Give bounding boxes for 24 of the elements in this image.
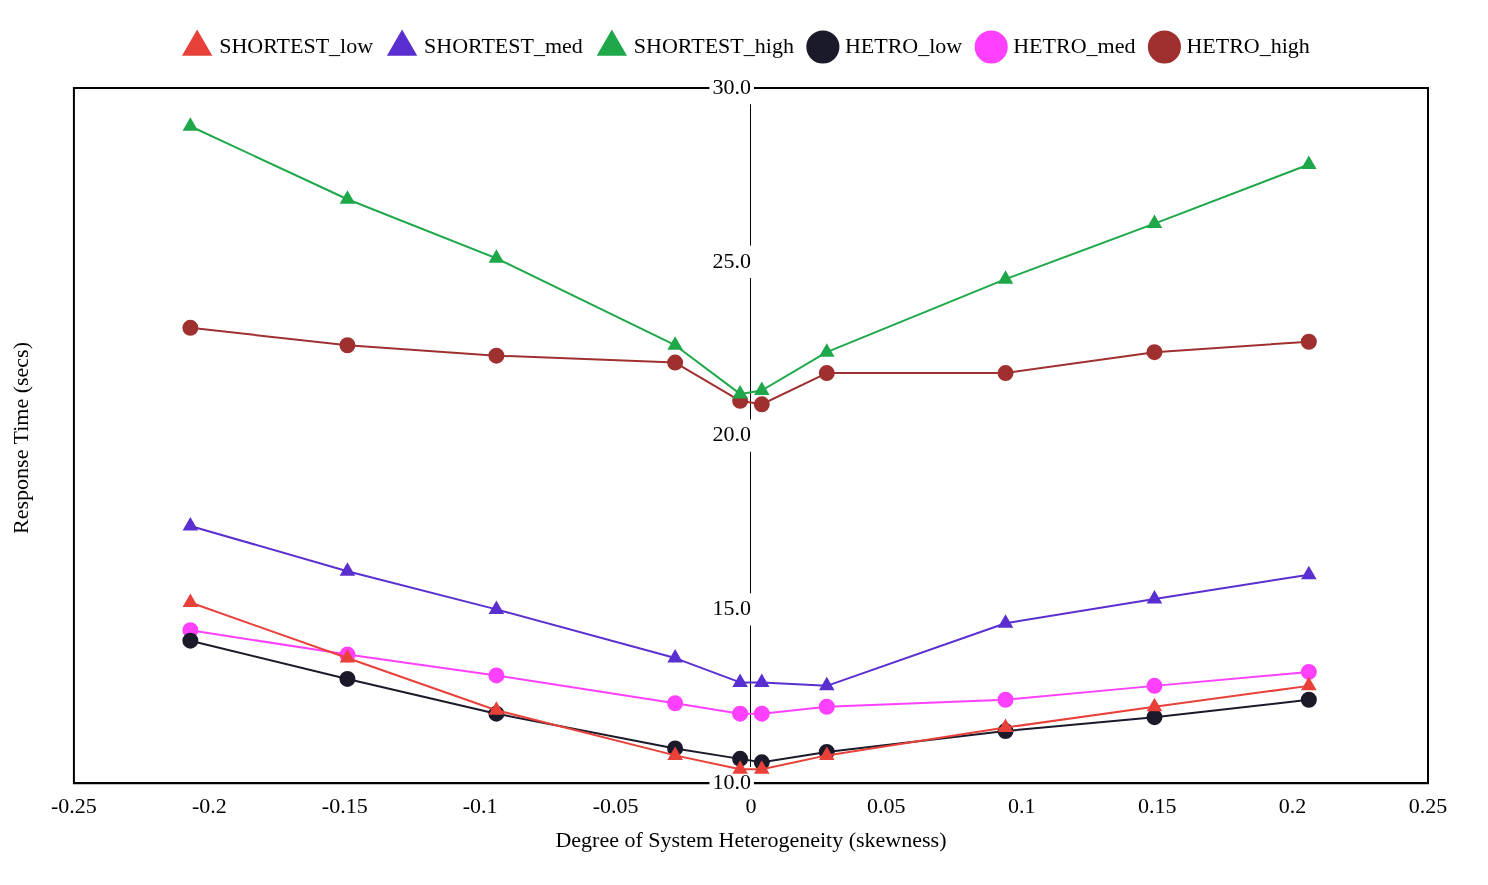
legend-label: HETRO_med <box>1013 32 1136 58</box>
x-tick-label: 0.05 <box>867 793 906 819</box>
legend-label: SHORTEST_high <box>633 32 794 58</box>
x-tick-label: -0.1 <box>462 793 498 819</box>
legend-label: HETRO_high <box>1186 32 1310 58</box>
y-tick-label: 15.0 <box>712 595 751 621</box>
x-tick-label: -0.15 <box>321 793 368 819</box>
x-axis-title: Degree of System Heterogeneity (skewness) <box>555 826 947 852</box>
x-tick-label: 0.25 <box>1408 793 1448 819</box>
x-tick-label: 0.15 <box>1137 793 1177 819</box>
y-axis-title: Response Time (secs) <box>8 342 34 534</box>
x-tick-label: 0.1 <box>1008 793 1036 819</box>
legend-label: SHORTEST_med <box>424 32 583 58</box>
y-tick-label: 20.0 <box>712 421 751 447</box>
x-tick-label: 0.2 <box>1278 793 1307 819</box>
x-tick-label: 0 <box>745 793 757 819</box>
y-tick-label: 25.0 <box>712 247 751 273</box>
legend-label: HETRO_low <box>844 32 963 58</box>
x-tick-label: -0.25 <box>51 793 97 819</box>
x-tick-label: -0.2 <box>191 793 227 819</box>
y-tick-label: 30.0 <box>712 73 751 99</box>
y-tick-label: 10.0 <box>712 768 751 794</box>
legend-label: SHORTEST_low <box>219 32 374 58</box>
x-tick-label: -0.05 <box>592 793 639 819</box>
